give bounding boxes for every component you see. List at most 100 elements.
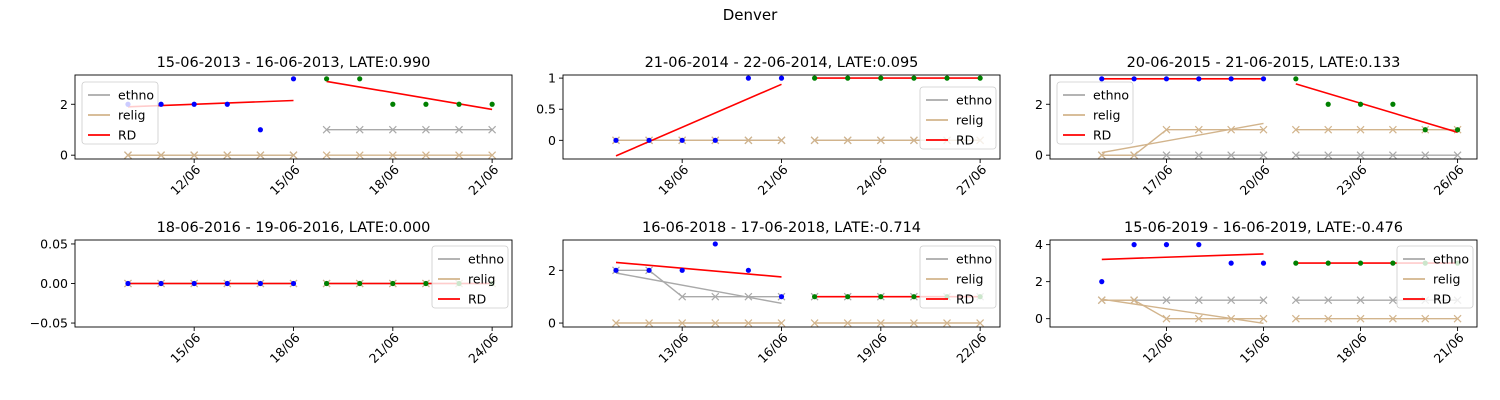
legend-box <box>81 81 159 145</box>
series-line-relig <box>1101 298 1264 324</box>
x-marker-relig <box>612 319 620 327</box>
point-pre <box>1099 279 1105 285</box>
x-tick-label: 15/06 <box>167 330 203 366</box>
x-marker-ethno <box>1291 151 1300 159</box>
x-marker-ethno <box>1194 296 1203 305</box>
x-marker-relig <box>1291 125 1300 134</box>
point-pre <box>679 267 685 273</box>
series-line-relig <box>1101 299 1264 320</box>
x-marker-ethno <box>388 125 397 134</box>
legend: ethno relig RD <box>919 245 997 309</box>
x-marker-relig <box>1388 314 1397 323</box>
y-tick-label: 4 <box>1035 237 1043 252</box>
x-marker-relig <box>1259 125 1268 134</box>
x-marker-relig <box>157 151 166 159</box>
point-post <box>1357 260 1364 266</box>
x-marker-relig <box>777 136 786 145</box>
x-marker-relig <box>1227 314 1236 323</box>
legend-label-ethno: ethno <box>1433 252 1469 267</box>
point-post <box>878 75 884 81</box>
x-marker-ethno <box>1291 296 1300 305</box>
x-marker-ethno <box>711 292 720 301</box>
x-marker-relig <box>1227 125 1236 134</box>
y-tick-label: 0.00 <box>40 276 68 291</box>
x-marker-relig <box>1356 125 1365 134</box>
point-post <box>1293 76 1299 82</box>
point-post <box>1357 101 1364 107</box>
x-marker-ethno <box>355 125 364 134</box>
x-tick-label: 12/06 <box>1140 330 1176 366</box>
x-marker-ethno <box>421 125 430 134</box>
x-marker-relig <box>876 319 885 327</box>
point-pre <box>1196 76 1202 82</box>
x-tick-label: 18/06 <box>267 330 303 366</box>
legend: ethno relig RD <box>1396 245 1474 309</box>
point-pre <box>613 137 619 143</box>
point-pre <box>1228 76 1234 82</box>
plot-area <box>124 76 497 159</box>
y-tick-label: 2 <box>1035 274 1043 289</box>
point-post <box>1454 127 1461 133</box>
x-marker-relig <box>322 151 331 159</box>
point-post <box>845 75 851 81</box>
point-pre <box>712 241 718 247</box>
x-marker-relig <box>355 151 364 159</box>
x-marker-relig <box>810 319 819 327</box>
x-marker-ethno <box>1421 151 1430 159</box>
point-pre <box>679 137 685 143</box>
point-post <box>977 75 983 81</box>
x-marker-relig <box>1097 151 1106 159</box>
point-pre <box>224 280 230 287</box>
point-post <box>390 280 396 287</box>
legend-label-rd: RD <box>118 128 136 143</box>
y-tick-label: 0 <box>1035 311 1043 326</box>
point-pre <box>290 280 297 287</box>
legend-label-rd: RD <box>956 292 974 307</box>
point-pre <box>1260 260 1267 266</box>
x-marker-relig <box>1356 314 1365 323</box>
subplot-title: 15-06-2013 - 16-06-2013, LATE:0.990 <box>157 55 431 71</box>
x-marker-ethno <box>1324 296 1333 305</box>
legend-label-relig: relig <box>956 272 983 287</box>
subplot-title: 21-06-2014 - 22-06-2014, LATE:0.095 <box>645 55 919 71</box>
x-tick-label: 19/06 <box>854 330 890 366</box>
x-marker-relig <box>843 136 852 145</box>
legend-box <box>919 245 997 309</box>
x-tick-label: 20/06 <box>1237 162 1273 198</box>
x-marker-relig <box>1453 314 1462 323</box>
y-tick-label: 2 <box>60 97 68 112</box>
legend: ethno relig RD <box>919 86 997 150</box>
x-marker-relig <box>843 319 852 327</box>
y-tick-label: −0.05 <box>30 316 68 331</box>
point-post <box>390 101 396 107</box>
point-pre <box>745 267 751 273</box>
x-marker-ethno <box>1388 296 1397 305</box>
x-marker-ethno <box>1324 151 1333 159</box>
x-tick-label: 15/06 <box>267 162 303 198</box>
point-pre <box>646 267 652 273</box>
point-pre <box>1131 76 1137 82</box>
legend: ethno relig RD <box>1056 81 1134 145</box>
y-tick-label: 0 <box>60 148 68 163</box>
x-marker-relig <box>1194 125 1203 134</box>
subplot-1: 15-06-2013 - 16-06-2013, LATE:0.990 0 2 12/… <box>60 55 513 198</box>
point-pre <box>646 137 652 143</box>
y-tick-label: 2 <box>548 263 556 278</box>
x-marker-ethno <box>322 125 331 134</box>
x-marker-relig <box>190 151 199 159</box>
x-marker-relig <box>744 136 753 145</box>
x-tick-label: 18/06 <box>366 162 402 198</box>
point-post <box>324 280 330 287</box>
subplot-title: 20-06-2015 - 21-06-2015, LATE:0.133 <box>1127 55 1401 71</box>
x-tick-label: 16/06 <box>755 330 791 366</box>
x-marker-relig <box>744 319 753 327</box>
legend-label-rd: RD <box>1433 292 1451 307</box>
y-tick-label: 2 <box>1035 97 1043 112</box>
point-pre <box>778 75 785 81</box>
subplot-title: 15-06-2019 - 16-06-2019, LATE:-0.476 <box>1124 220 1403 236</box>
legend-label-relig: relig <box>468 272 495 287</box>
legend-label-rd: RD <box>1093 128 1111 143</box>
subplot-4: 18-06-2016 - 19-06-2016, LATE:0.000 −0.05… <box>30 220 513 366</box>
legend-label-ethno: ethno <box>1093 88 1129 103</box>
x-marker-relig <box>1097 296 1106 305</box>
